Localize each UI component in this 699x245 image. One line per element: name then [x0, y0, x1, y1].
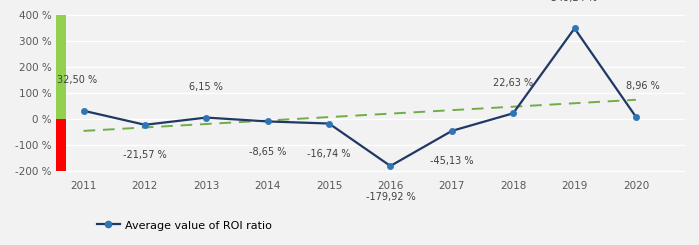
Text: 8,96 %: 8,96 % — [626, 81, 660, 91]
Text: 349,24 %: 349,24 % — [552, 0, 598, 3]
Text: -45,13 %: -45,13 % — [430, 157, 473, 166]
Legend: Average value of ROI ratio: Average value of ROI ratio — [93, 215, 277, 235]
Text: -179,92 %: -179,92 % — [366, 192, 415, 202]
Text: -8,65 %: -8,65 % — [249, 147, 287, 157]
Text: -16,74 %: -16,74 % — [308, 149, 351, 159]
Text: 22,63 %: 22,63 % — [493, 78, 533, 88]
Text: 32,50 %: 32,50 % — [57, 75, 96, 85]
Text: -21,57 %: -21,57 % — [123, 150, 167, 160]
Text: 6,15 %: 6,15 % — [189, 82, 223, 92]
